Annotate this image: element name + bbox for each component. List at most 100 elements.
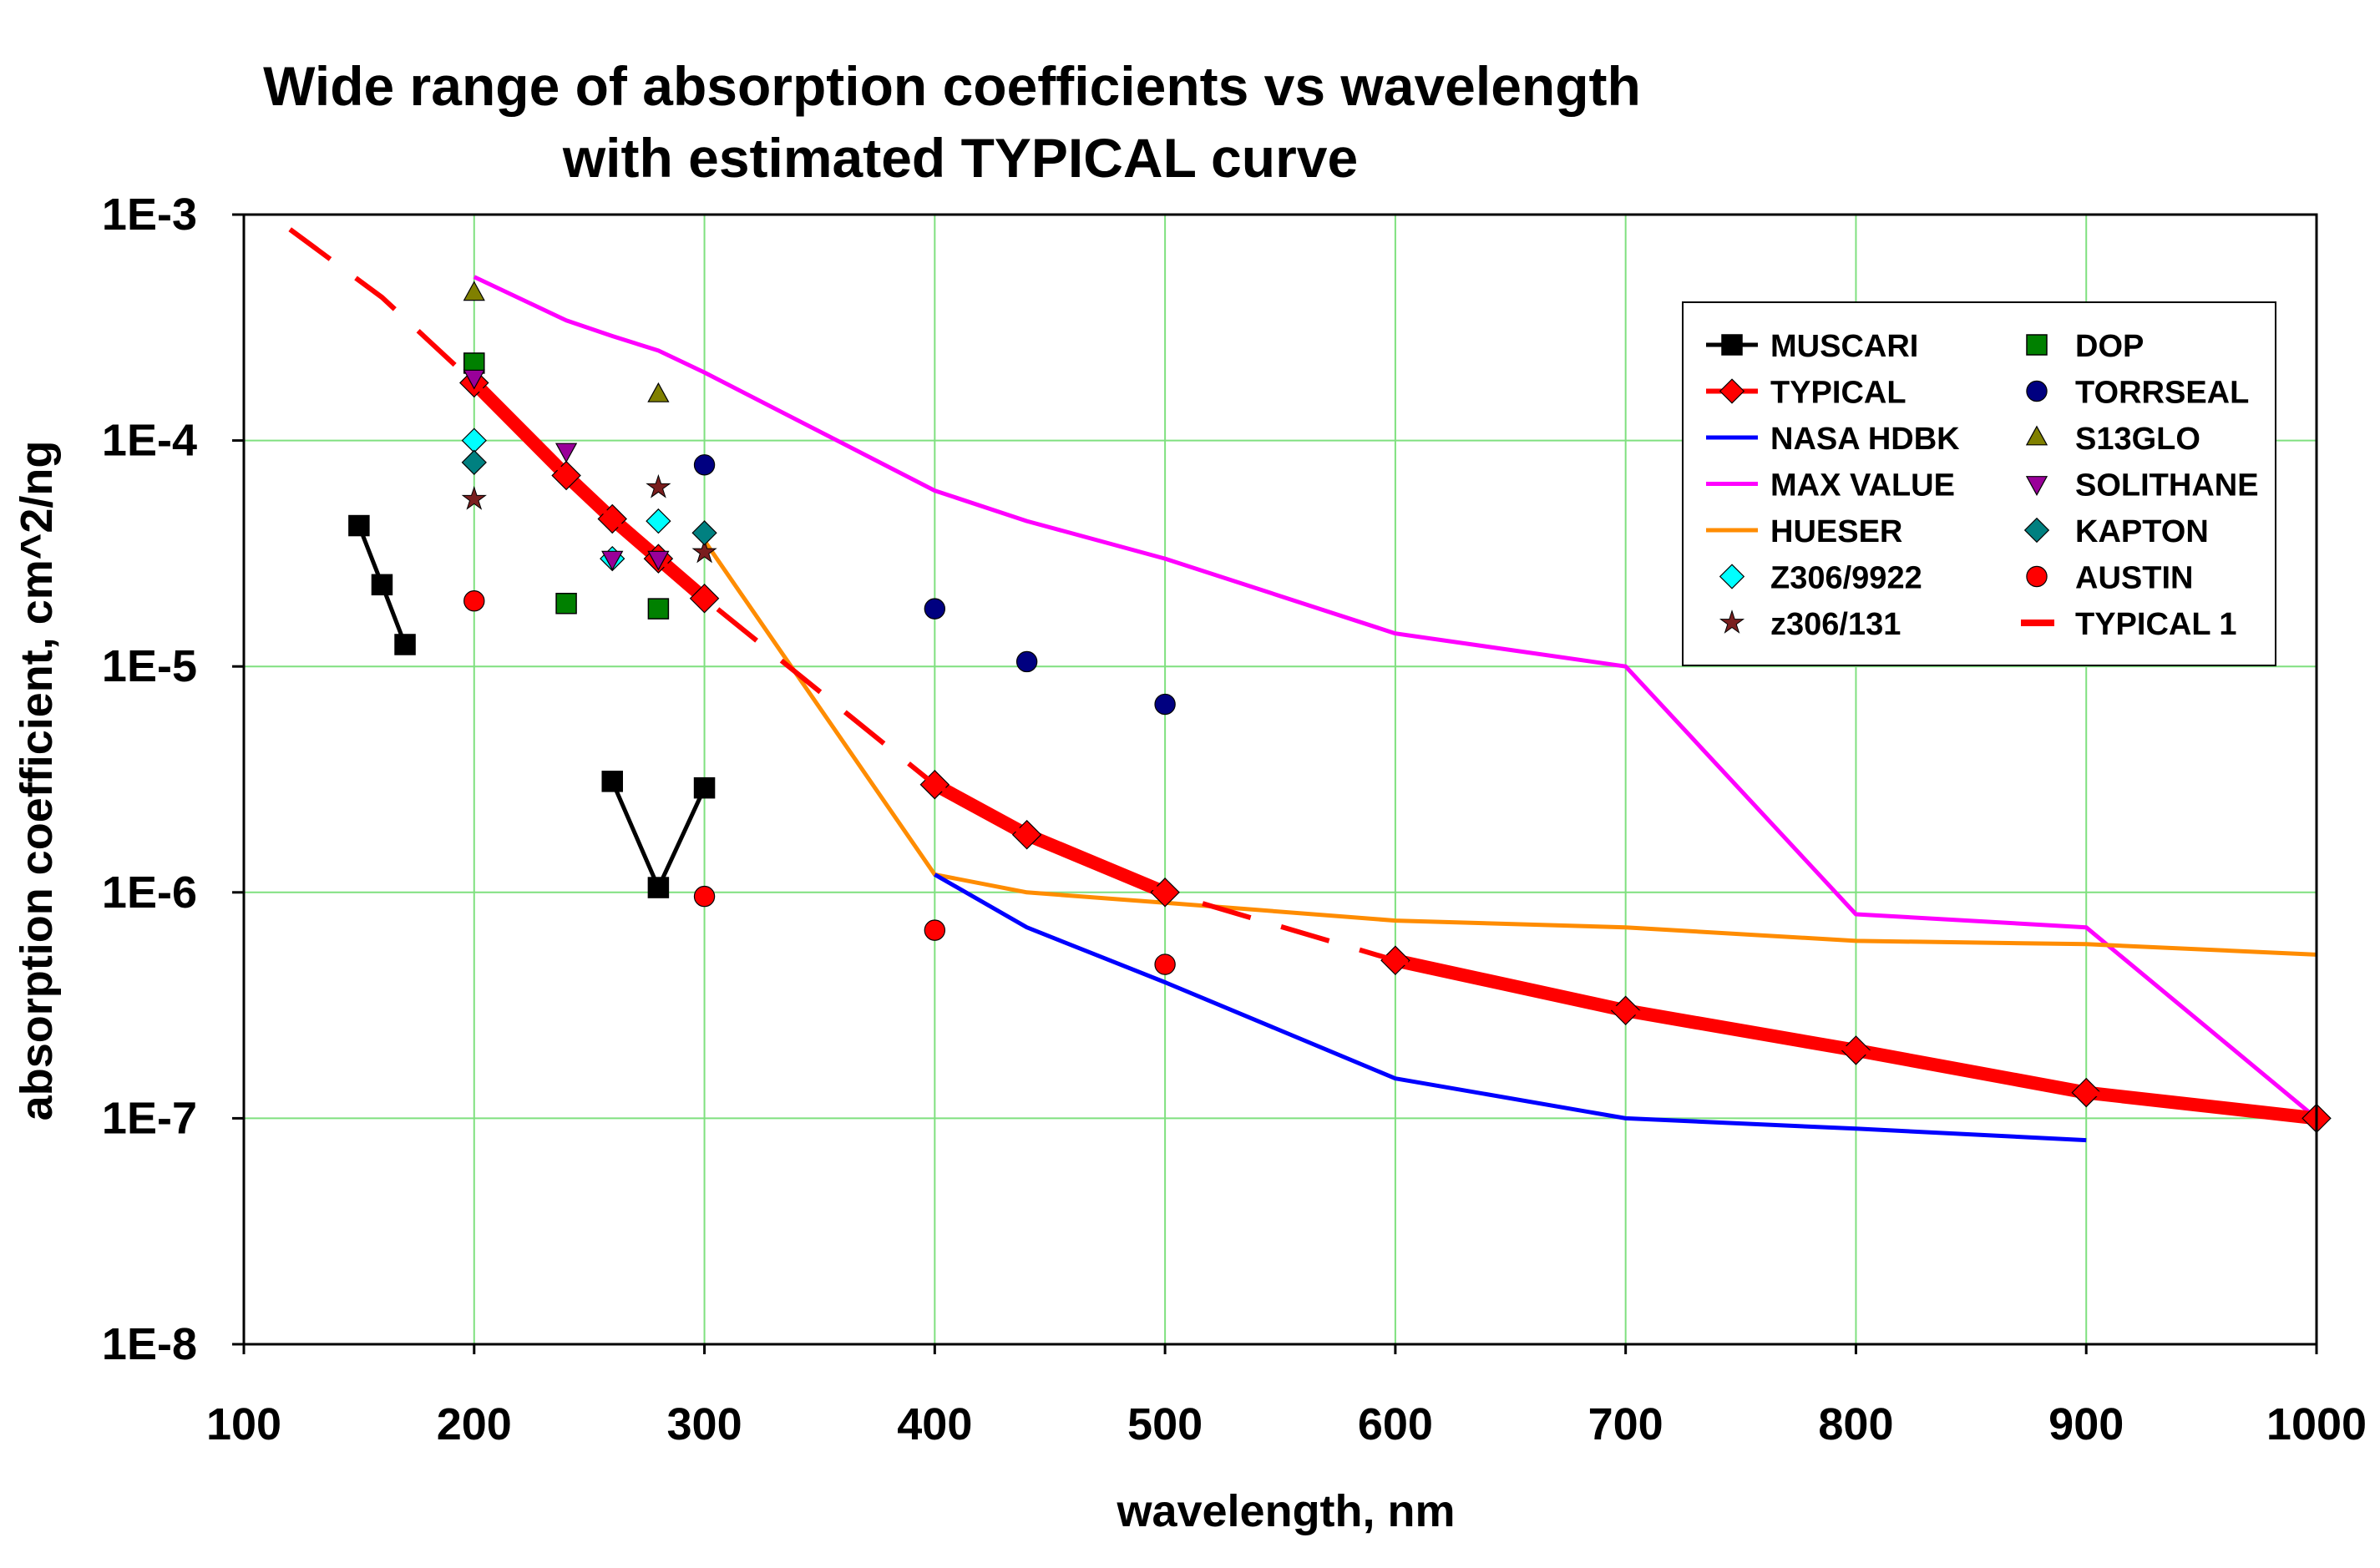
legend-label: KAPTON (2075, 514, 2209, 549)
legend-item-kapton: KAPTON (2023, 514, 2209, 549)
y-tick-label: 1E-8 (102, 1319, 197, 1369)
legend-swatch-marker (1719, 378, 1745, 404)
legend-swatch-marker (2025, 425, 2048, 446)
x-tick-label: 900 (2048, 1399, 2124, 1449)
legend-swatch-marker (2026, 334, 2048, 356)
data-point-muscari (394, 634, 416, 655)
x-tick-label: 800 (1818, 1399, 1893, 1449)
legend-item-nasa-hdbk: NASA HDBK (1706, 422, 1960, 457)
y-tick-label: 1E-3 (102, 190, 197, 240)
data-point-torrseal (1154, 693, 1176, 716)
y-axis-label: absorption coefficient, cm^2/ng (12, 441, 62, 1121)
data-point-s13glo (463, 281, 485, 301)
legend-item-dop: DOP (2026, 329, 2144, 364)
data-point-s13glo (647, 382, 670, 402)
data-point-z306-9922 (646, 508, 671, 534)
legend-item-muscari: MUSCARI (1706, 329, 1918, 364)
data-point-muscari (647, 877, 670, 898)
x-tick-label: 600 (1358, 1399, 1433, 1449)
data-point-muscari (693, 776, 716, 799)
legend-item-s13glo: S13GLO (2025, 422, 2200, 457)
data-point-kapton (691, 520, 717, 546)
series-typical-1 (288, 227, 2317, 1121)
series-torrseal (693, 454, 1176, 716)
data-point-torrseal (924, 598, 946, 620)
legend-label: HUESER (1770, 514, 1902, 549)
series-line-nasa-hdbk (934, 873, 2087, 1143)
legend-item-z306-9922: Z306/9922 (1719, 561, 1922, 596)
data-point-muscari (371, 574, 393, 596)
legend-swatch-marker (2025, 476, 2048, 496)
tick-labels: 100 200 300 400 500 600 700 800 900 1000 1E-3 1E-4 1… (102, 190, 2367, 1449)
series-line-hueser (702, 539, 2317, 957)
series-nasa-hdbk (934, 873, 2087, 1143)
data-point-z306-131 (691, 539, 717, 564)
legend-label: Z306/9922 (1770, 561, 1922, 596)
data-point-dop (647, 598, 670, 620)
series-line-typical-1 (288, 227, 2317, 1121)
legend: MUSCARI TYPICAL NASA HDBK MAX VALUE HUESER Z3… (1682, 301, 2276, 666)
data-point-austin (463, 590, 485, 612)
series-s13glo (463, 281, 670, 402)
legend-swatch-marker (2026, 565, 2048, 588)
data-point-muscari (601, 771, 623, 792)
legend-swatch-marker (1719, 609, 1745, 634)
x-tick-label: 300 (667, 1399, 742, 1449)
data-point-torrseal (693, 454, 716, 476)
legend-swatch-marker (2026, 380, 2048, 402)
x-axis-label: wavelength, nm (1116, 1486, 1455, 1536)
x-tick-label: 200 (437, 1399, 512, 1449)
series-muscari (348, 514, 716, 898)
legend-label: SOLITHANE (2075, 468, 2259, 503)
legend-label: NASA HDBK (1770, 422, 1960, 457)
grid (244, 215, 2317, 1344)
y-tick-label: 1E-5 (102, 641, 197, 691)
series-solithane (463, 369, 670, 571)
y-tick-label: 1E-7 (102, 1093, 197, 1143)
legend-label: TYPICAL (1770, 376, 1907, 411)
legend-item-solithane: SOLITHANE (2025, 468, 2259, 503)
chart-title-line2: with estimated TYPICAL curve (562, 127, 1358, 189)
legend-swatch-marker (2023, 517, 2050, 544)
series-line-max-value (473, 275, 2318, 1120)
series-hueser (702, 539, 2317, 957)
series-kapton (461, 449, 717, 546)
data-point-dop (555, 593, 577, 615)
data-point-muscari (348, 514, 370, 537)
legend-label: MAX VALUE (1770, 468, 1955, 503)
data-point-z306-131 (461, 486, 487, 510)
series-layer (288, 227, 2332, 1143)
data-point-solithane (601, 550, 624, 571)
data-point-solithane (463, 369, 485, 390)
legend-label: MUSCARI (1770, 329, 1918, 364)
legend-label: TYPICAL 1 (2075, 607, 2237, 642)
legend-item-max-value: MAX VALUE (1706, 468, 1955, 503)
data-point-austin (1154, 953, 1176, 975)
x-tick-label: 700 (1588, 1399, 1663, 1449)
legend-label: S13GLO (2075, 422, 2200, 457)
data-point-typical (689, 583, 720, 614)
data-point-kapton (461, 449, 487, 475)
legend-swatch-marker (1719, 564, 1745, 589)
data-point-solithane (554, 443, 578, 463)
series-austin (463, 590, 1176, 975)
data-point-solithane (647, 550, 670, 571)
x-tick-label: 400 (897, 1399, 972, 1449)
y-tick-label: 1E-6 (102, 867, 197, 918)
data-point-z306-131 (646, 473, 671, 498)
chart-title-line1: Wide range of absorption coefficients vs… (263, 55, 1641, 117)
legend-box (1682, 301, 2276, 666)
x-tick-label: 1000 (2266, 1399, 2367, 1449)
legend-item-hueser: HUESER (1706, 514, 1902, 549)
y-tick-label: 1E-4 (102, 416, 197, 466)
x-tick-label: 500 (1127, 1399, 1203, 1449)
legend-item-torrseal: TORRSEAL (2026, 376, 2249, 411)
legend-item-austin: AUSTIN (2026, 561, 2193, 596)
plot-frame (242, 213, 2318, 1346)
legend-label: DOP (2075, 329, 2144, 364)
data-point-torrseal (1015, 650, 1038, 673)
data-point-austin (693, 885, 716, 908)
data-point-austin (924, 919, 946, 941)
legend-swatch-marker (1721, 334, 1743, 356)
